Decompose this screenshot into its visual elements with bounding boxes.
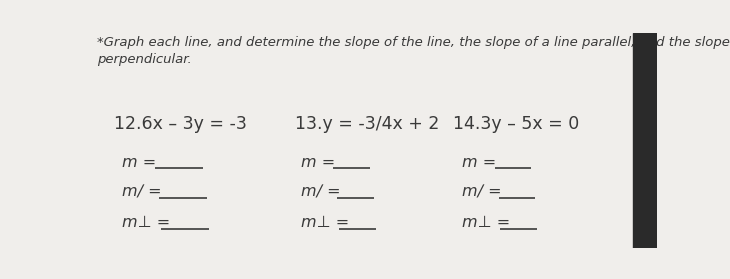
Text: m⊥ =: m⊥ = [462, 215, 510, 230]
Text: *Graph each line, and determine the slope of the line, the slope of a line paral: *Graph each line, and determine the slop… [97, 36, 730, 66]
Text: 12.6x – 3y = -3: 12.6x – 3y = -3 [114, 115, 247, 133]
Text: m =: m = [462, 155, 496, 170]
Text: m⊥ =: m⊥ = [123, 215, 171, 230]
Text: m∕ =: m∕ = [123, 185, 162, 200]
Text: m =: m = [123, 155, 156, 170]
Text: m∕ =: m∕ = [462, 185, 502, 200]
Text: 14.3y – 5x = 0: 14.3y – 5x = 0 [453, 115, 580, 133]
Text: m⊥ =: m⊥ = [301, 215, 349, 230]
Text: m∕ =: m∕ = [301, 185, 340, 200]
Text: 13.y = -3/4x + 2: 13.y = -3/4x + 2 [295, 115, 439, 133]
Text: m =: m = [301, 155, 334, 170]
Bar [633, 33, 657, 248]
